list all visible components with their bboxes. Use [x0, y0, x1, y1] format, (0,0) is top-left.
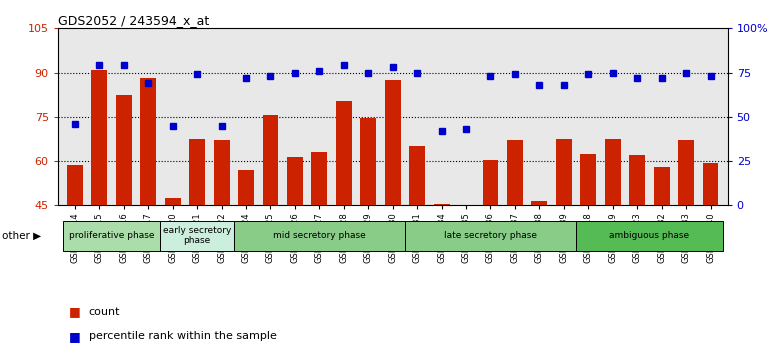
Bar — [385, 80, 400, 205]
Bar — [604, 139, 621, 205]
Text: ambiguous phase: ambiguous phase — [609, 231, 689, 240]
Bar — [67, 166, 83, 205]
Bar — [263, 115, 279, 205]
Text: GDS2052 / 243594_x_at: GDS2052 / 243594_x_at — [58, 14, 209, 27]
Bar — [434, 204, 450, 205]
Bar — [507, 141, 523, 205]
Bar — [629, 155, 645, 205]
Bar — [581, 154, 596, 205]
Bar — [556, 139, 572, 205]
Bar — [213, 141, 229, 205]
Bar — [116, 95, 132, 205]
Text: ■: ■ — [69, 305, 81, 318]
Bar — [165, 198, 181, 205]
Text: other ▶: other ▶ — [2, 231, 41, 241]
Text: early secretory
phase: early secretory phase — [163, 226, 231, 245]
Bar — [678, 141, 694, 205]
Bar — [238, 170, 254, 205]
Text: mid secretory phase: mid secretory phase — [273, 231, 366, 240]
Bar — [234, 221, 405, 251]
Bar — [92, 70, 107, 205]
Bar — [409, 146, 425, 205]
Bar — [531, 201, 547, 205]
Text: late secretory phase: late secretory phase — [444, 231, 537, 240]
Bar — [311, 152, 327, 205]
Text: proliferative phase: proliferative phase — [69, 231, 154, 240]
Bar — [160, 221, 234, 251]
Bar — [483, 160, 498, 205]
Bar — [360, 118, 377, 205]
Bar — [287, 156, 303, 205]
Text: percentile rank within the sample: percentile rank within the sample — [89, 331, 276, 341]
Bar — [654, 167, 670, 205]
Bar — [336, 101, 352, 205]
Bar — [62, 221, 160, 251]
Bar — [189, 139, 205, 205]
Bar — [576, 221, 723, 251]
Bar — [702, 162, 718, 205]
Bar — [140, 79, 156, 205]
Text: count: count — [89, 307, 120, 316]
Text: ■: ■ — [69, 330, 81, 343]
Bar — [405, 221, 576, 251]
